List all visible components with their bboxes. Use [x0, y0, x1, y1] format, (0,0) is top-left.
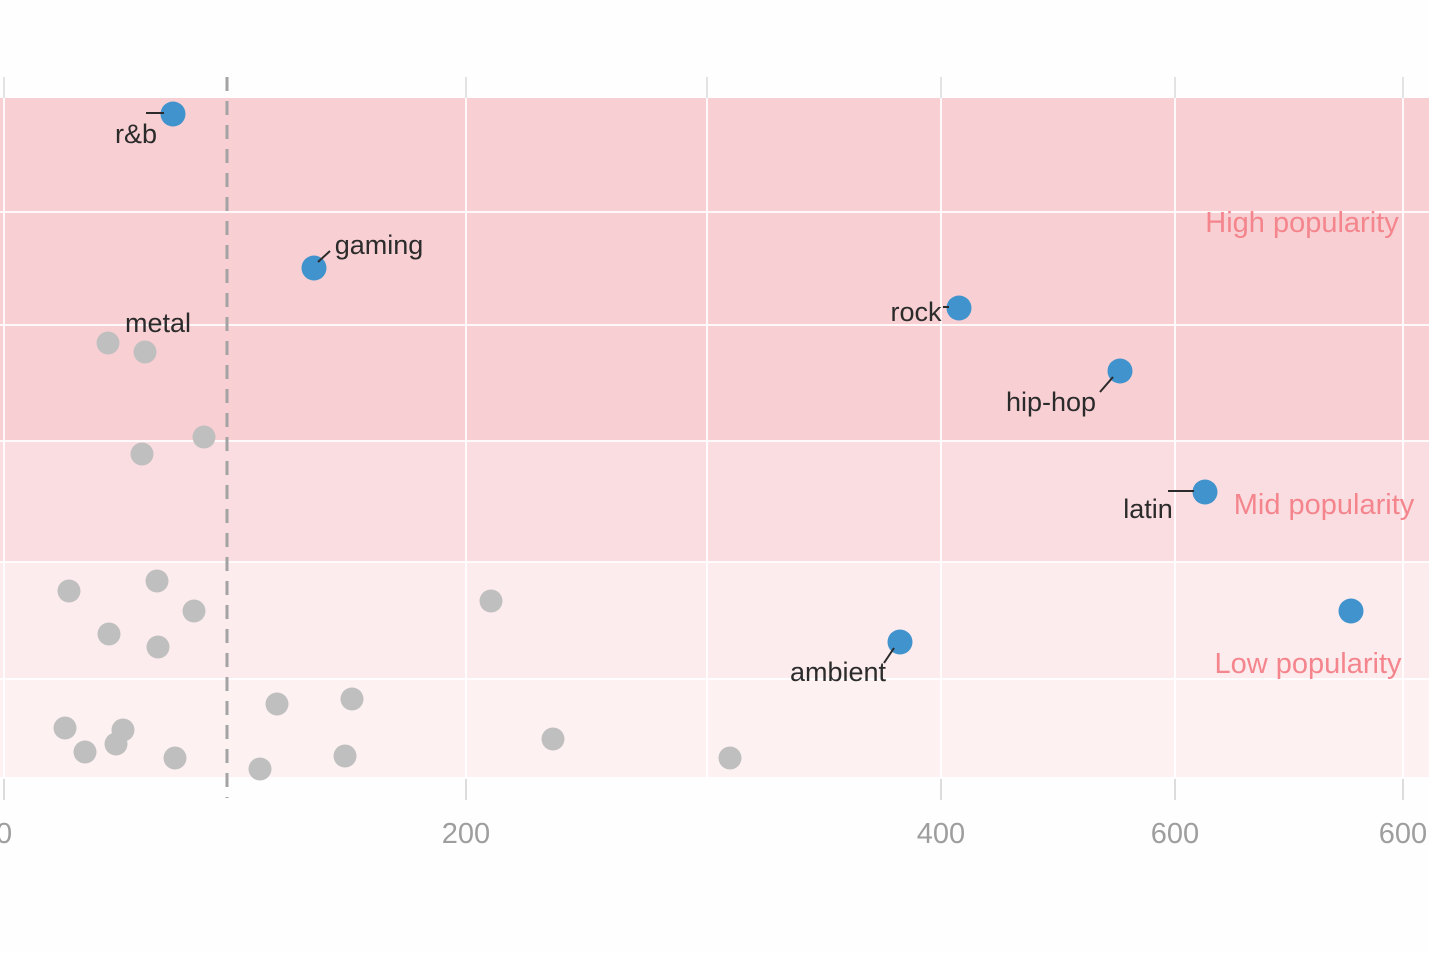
- data-point: [541, 727, 565, 751]
- data-point: [265, 692, 289, 716]
- band-label: Mid popularity: [1234, 489, 1415, 521]
- data-point: [130, 442, 154, 466]
- band-high-popularity: [0, 98, 1429, 441]
- data-point: [53, 716, 77, 740]
- data-point-metal: [133, 340, 157, 364]
- data-point-gaming: [301, 255, 327, 281]
- band-low-popularity: [0, 562, 1429, 679]
- data-point: [97, 622, 121, 646]
- x-tick-label: 200: [442, 818, 490, 850]
- band-label: Low popularity: [1215, 648, 1402, 680]
- annotation-connector: [317, 250, 331, 263]
- x-tick-label: 400: [917, 818, 965, 850]
- data-point: [192, 425, 216, 449]
- band-label: High popularity: [1205, 207, 1399, 239]
- data-point-latin: [1192, 479, 1218, 505]
- data-point-r&b: [160, 101, 186, 127]
- x-tick-label: 0: [0, 818, 12, 850]
- data-point: [104, 732, 128, 756]
- data-point-hip-hop: [1107, 358, 1133, 384]
- data-point: [145, 569, 169, 593]
- data-point: [57, 579, 81, 603]
- data-point: [479, 589, 503, 613]
- data-point: [248, 757, 272, 781]
- band-mid-popularity: [0, 441, 1429, 562]
- x-tick-label: 600: [1379, 818, 1427, 850]
- data-point: [182, 599, 206, 623]
- annotation-r&b: r&b: [115, 119, 157, 149]
- data-point: [146, 635, 170, 659]
- annotation-hip-hop: hip-hop: [1006, 387, 1096, 417]
- x-tick-label: 600: [1151, 818, 1199, 850]
- annotation-rock: rock: [890, 297, 942, 327]
- annotation-latin: latin: [1123, 494, 1173, 524]
- data-point-rock: [946, 295, 972, 321]
- data-point: [333, 744, 357, 768]
- data-point: [718, 746, 742, 770]
- data-point: [96, 331, 120, 355]
- annotation-connector: [883, 647, 895, 664]
- data-point: [73, 740, 97, 764]
- data-point: [1338, 598, 1364, 624]
- data-point: [340, 687, 364, 711]
- annotation-connector: [1099, 376, 1114, 393]
- annotation-gaming: gaming: [335, 230, 424, 260]
- annotation-ambient: ambient: [790, 657, 887, 687]
- band-low-popularity-2: [0, 679, 1429, 777]
- annotation-metal: metal: [125, 308, 191, 338]
- data-point: [163, 746, 187, 770]
